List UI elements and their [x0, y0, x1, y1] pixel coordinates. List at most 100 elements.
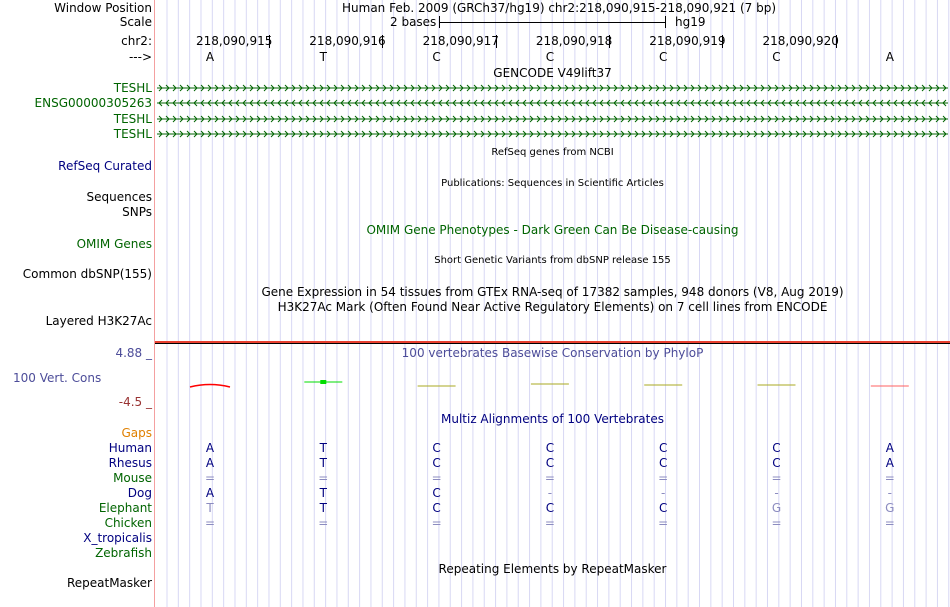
phylop-plot: [189, 380, 909, 388]
gene-feature[interactable]: [155, 114, 950, 124]
phylop-peak: [320, 380, 327, 384]
omim-title: OMIM Gene Phenotypes - Dark Green Can Be…: [366, 223, 739, 237]
gtex-title: Gene Expression in 54 tissues from GTEx …: [261, 285, 844, 299]
gene-feature[interactable]: [155, 129, 950, 139]
tick-mark: [495, 35, 497, 48]
alignment-base: -: [661, 486, 666, 500]
position-tick: 218,090,917: [422, 34, 499, 48]
position-tick: 218,090,918: [535, 34, 613, 48]
label-refseq[interactable]: RefSeq Curated: [58, 159, 152, 173]
alignment-base: A: [885, 456, 894, 470]
base-letter: C: [545, 50, 555, 64]
cons-min: -4.5 _: [118, 395, 152, 409]
alignment-base: C: [658, 441, 668, 455]
label-chrom: chr2:: [121, 34, 152, 48]
label-species[interactable]: Chicken: [104, 516, 152, 530]
alignment-base: =: [431, 471, 442, 485]
window-title: Human Feb. 2009 (GRCh37/hg19) chr2:218,0…: [342, 1, 777, 15]
alignment-base: A: [205, 456, 215, 470]
label-sequences[interactable]: Sequences: [86, 190, 152, 204]
position-tick: 218,090,916: [309, 34, 386, 48]
label-gene[interactable]: TESHL: [113, 81, 152, 95]
label-species[interactable]: Dog: [127, 486, 152, 500]
alignment-base: =: [771, 516, 782, 530]
label-gaps: Gaps: [121, 426, 152, 440]
label-repeatmasker[interactable]: RepeatMasker: [66, 576, 152, 590]
alignment-base: =: [204, 516, 216, 530]
base-letter: A: [205, 50, 215, 64]
base-letter: A: [885, 50, 894, 64]
dbsnp-title: Short Genetic Variants from dbSNP releas…: [434, 255, 671, 266]
alignment-base: -: [887, 486, 892, 500]
refseq-title: RefSeq genes from NCBI: [491, 147, 614, 158]
label-species[interactable]: Human: [108, 441, 152, 455]
alignment-base: T: [319, 486, 327, 500]
cons-max: 4.88 _: [115, 346, 152, 360]
alignment-base: G: [771, 501, 782, 515]
base-letter: C: [432, 50, 441, 64]
label-strand: --->: [128, 50, 152, 64]
alignment-base: -: [774, 486, 779, 500]
base-letter: T: [319, 50, 327, 64]
label-species[interactable]: Mouse: [113, 471, 152, 485]
label-gene[interactable]: TESHL: [113, 112, 152, 126]
alignment-base: =: [658, 516, 669, 530]
label-h3k27ac[interactable]: Layered H3K27Ac: [45, 314, 152, 328]
h3k27ac-title: H3K27Ac Mark (Often Found Near Active Re…: [277, 300, 828, 314]
track-divider: [155, 341, 950, 343]
alignment-base: T: [319, 456, 327, 470]
tick-mark: [269, 35, 270, 48]
base-letter: C: [658, 50, 668, 64]
label-species[interactable]: Zebrafish: [95, 546, 152, 560]
multiz-title: Multiz Alignments of 100 Vertebrates: [440, 412, 665, 426]
label-separator: [154, 0, 155, 607]
label-gene[interactable]: TESHL: [113, 127, 152, 141]
alignment-base: =: [658, 471, 669, 485]
alignment-base: =: [318, 516, 329, 530]
alignment-base: =: [318, 471, 329, 485]
alignment-base: A: [205, 486, 215, 500]
alignment-base: =: [544, 516, 555, 530]
alignment-base: T: [319, 501, 327, 515]
alignment-base: G: [885, 501, 895, 515]
publications-title: Publications: Sequences in Scientific Ar…: [441, 178, 664, 189]
phylop-title: 100 vertebrates Basewise Conservation by…: [401, 346, 704, 360]
tick-mark: [608, 35, 610, 48]
alignment-base: =: [771, 471, 782, 485]
repeatmasker-title: Repeating Elements by RepeatMasker: [438, 562, 667, 576]
alignment-base: C: [772, 456, 781, 470]
label-omim[interactable]: OMIM Genes: [76, 237, 152, 251]
alignment-base: C: [545, 501, 555, 515]
gene-feature[interactable]: [155, 83, 950, 93]
assembly-label: hg19: [675, 15, 706, 29]
label-snps[interactable]: SNPs: [122, 205, 152, 219]
label-species[interactable]: X_tropicalis: [83, 531, 152, 545]
alignment-base: =: [544, 471, 555, 485]
label-gene[interactable]: ENSG00000305263: [34, 96, 152, 110]
phylop-mark: [189, 383, 231, 388]
label-species[interactable]: Rhesus: [108, 456, 152, 470]
label-scale: Scale: [119, 15, 152, 29]
alignment-base: C: [545, 456, 555, 470]
label-cons[interactable]: 100 Vert. Cons: [13, 371, 102, 385]
label-species[interactable]: Elephant: [98, 501, 152, 515]
base-letter: C: [772, 50, 781, 64]
alignment-base: C: [432, 441, 441, 455]
alignment-base: =: [431, 516, 442, 530]
alignment-base: T: [206, 501, 214, 515]
alignment-base: C: [658, 456, 668, 470]
label-dbsnp[interactable]: Common dbSNP(155): [22, 267, 152, 281]
gene-feature[interactable]: [155, 98, 950, 108]
track-divider-dark: [155, 343, 950, 344]
tick-mark: [722, 35, 724, 48]
position-tick: 218,090,915: [196, 34, 273, 48]
alignment-base: C: [432, 501, 441, 515]
gencode-title: GENCODE V49lift37: [493, 66, 612, 80]
tick-mark: [382, 35, 384, 48]
alignment-base: =: [884, 471, 895, 485]
alignment-base: C: [432, 456, 441, 470]
alignment-base: -: [547, 486, 553, 500]
tick-mark: [835, 35, 837, 48]
label-window-position: Window Position: [54, 1, 152, 15]
